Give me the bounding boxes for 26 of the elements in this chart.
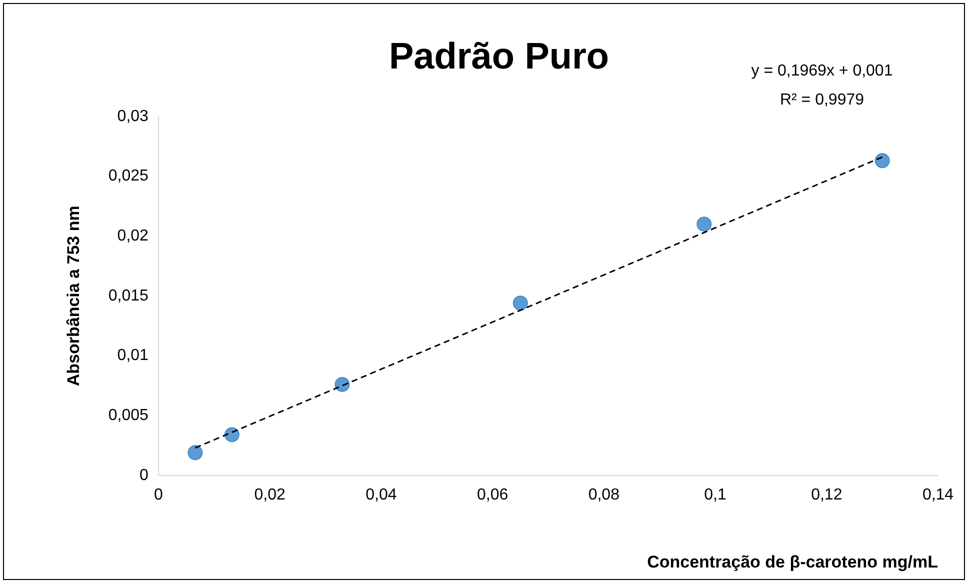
y-tick-label: 0,03	[117, 108, 149, 125]
point	[512, 296, 528, 311]
point	[188, 445, 203, 460]
y-tick-label: 0,015	[108, 287, 149, 304]
y-tick-label: 0,005	[108, 406, 149, 424]
x-tick-label: 0,02	[254, 486, 286, 504]
text: R² = 0,9979	[780, 91, 864, 108]
x-tick-label: 0,1	[704, 486, 726, 504]
x-tick-label: 0,08	[588, 486, 620, 504]
y-tick-label: 0	[140, 466, 149, 484]
x-tick-label: 0	[154, 486, 163, 504]
point	[334, 376, 350, 392]
x-tick-label: 0,04	[366, 486, 397, 504]
x-tick-label: 0,14	[922, 486, 954, 504]
x-axis-title: Concentração de β-caroteno mg/mL	[647, 552, 938, 572]
y-axis-title: Absorbância a 753 nm	[64, 206, 83, 386]
point	[696, 216, 712, 232]
point	[224, 427, 240, 442]
x-tick-label: 0,12	[811, 486, 842, 504]
y-tick-label: 0,01	[117, 347, 149, 364]
x-tick-label: 0,06	[476, 486, 508, 504]
y-tick-label: 0,025	[108, 168, 149, 185]
text: y = 0,1969x + 0,001	[751, 62, 893, 80]
point	[874, 153, 890, 168]
chart-title: Padrão Puro	[389, 35, 609, 76]
y-tick-label: 0,02	[117, 227, 149, 244]
